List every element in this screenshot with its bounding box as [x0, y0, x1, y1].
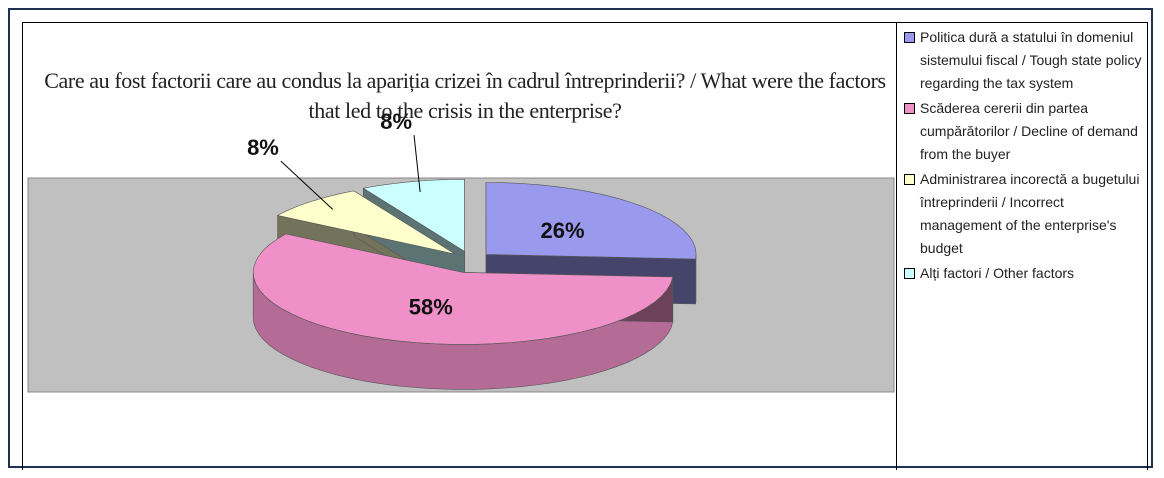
data-label: 58% [409, 295, 453, 320]
legend-label: Alți factori / Other factors [920, 265, 1075, 281]
legend-box [896, 22, 1148, 470]
legend-item: Politica dură a statului în domeniul sis… [902, 26, 1144, 95]
leader-line [280, 160, 334, 210]
legend-swatch [904, 174, 915, 185]
slice [276, 190, 456, 255]
legend-label: Scăderea cererii din partea cumpărătoril… [920, 100, 1138, 162]
pie [252, 178, 697, 390]
leader-line [413, 135, 421, 193]
slice [252, 233, 674, 345]
chart-area [22, 22, 1148, 470]
legend: Politica dură a statului în domeniul sis… [902, 26, 1144, 287]
legend-item: Alți factori / Other factors [902, 262, 1144, 285]
chart-title: Care au fost factorii care au condus la … [44, 68, 886, 123]
data-label: 8% [247, 135, 279, 160]
legend-swatch [904, 103, 915, 114]
legend-item: Administrarea incorectă a bugetului într… [902, 168, 1144, 260]
legend-item: Scăderea cererii din partea cumpărătoril… [902, 97, 1144, 166]
legend-swatch [904, 32, 915, 43]
data-label: 8% [380, 109, 412, 134]
slice [485, 182, 697, 260]
data-label: 26% [541, 218, 585, 243]
legend-label: Administrarea incorectă a bugetului într… [920, 171, 1140, 256]
legend-swatch [904, 268, 915, 279]
slice [362, 178, 465, 252]
frame [8, 8, 1153, 468]
legend-label: Politica dură a statului în domeniul sis… [920, 29, 1142, 91]
